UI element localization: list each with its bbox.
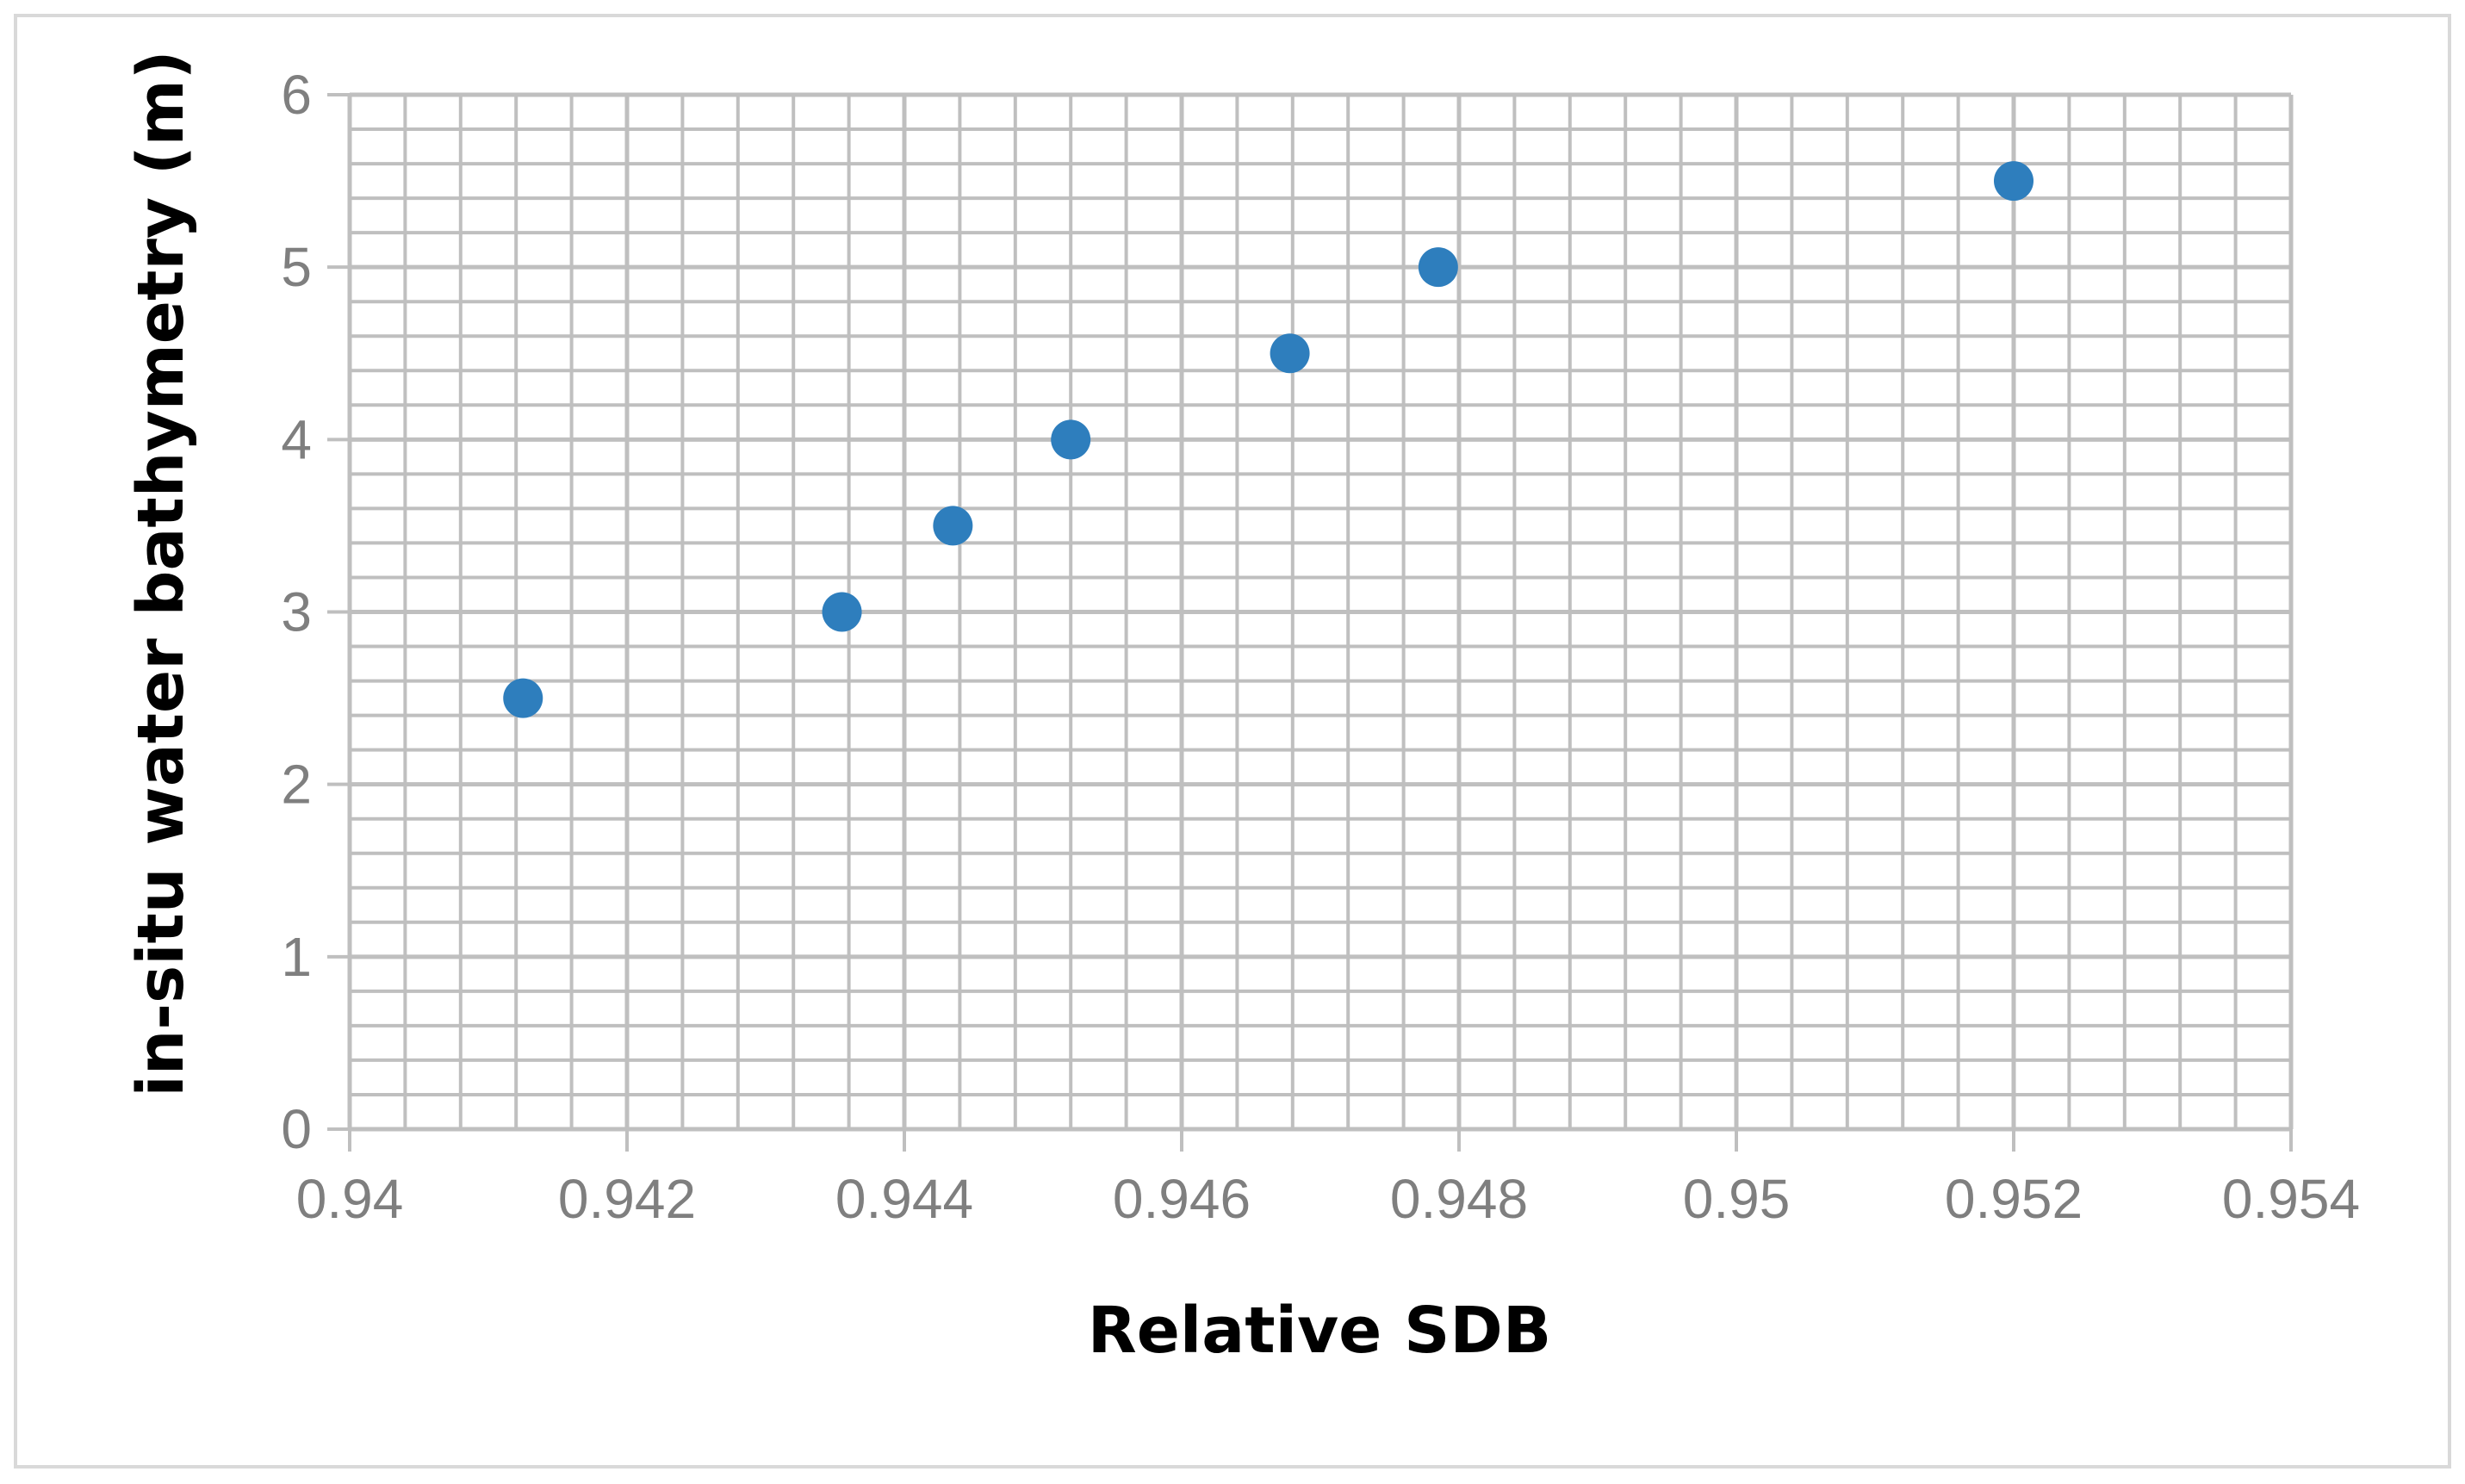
scatter-point [1994, 161, 2033, 202]
x-tick-label: 0.948 [1390, 1168, 1528, 1230]
y-tick-label: 5 [281, 236, 312, 298]
y-tick-label: 2 [281, 754, 312, 816]
chart-border [14, 14, 2451, 1468]
x-axis-title: Relative SDB [1088, 1294, 1552, 1368]
y-tick-label: 3 [281, 581, 312, 643]
scatter-point [503, 678, 543, 718]
tick-labels: 0 1 2 3 4 5 6 0.94 0.942 0.944 0.946 0.948 0.95 0.952… [281, 64, 2360, 1230]
y-axis-title: in-situ water bathymetry (m) [124, 50, 198, 1096]
scatter-point [1270, 333, 1310, 374]
x-tick-label: 0.94 [296, 1168, 404, 1230]
y-tick-label: 6 [281, 64, 312, 126]
x-tick-label: 0.946 [1113, 1168, 1251, 1230]
scatter-point [1418, 247, 1458, 288]
scatter-point [822, 592, 862, 632]
y-tick-label: 0 [281, 1098, 312, 1160]
y-tick-label: 4 [281, 408, 312, 470]
x-tick-label: 0.95 [1683, 1168, 1791, 1230]
scatter-point [1051, 419, 1091, 460]
x-tick-label: 0.944 [835, 1168, 973, 1230]
y-tick-label: 1 [281, 926, 312, 988]
x-tick-label: 0.954 [2222, 1168, 2360, 1230]
grid-layer [327, 92, 2294, 1152]
x-tick-label: 0.952 [1945, 1168, 2083, 1230]
scatter-point [933, 506, 973, 546]
x-tick-label: 0.942 [558, 1168, 696, 1230]
data-points [503, 161, 2033, 718]
